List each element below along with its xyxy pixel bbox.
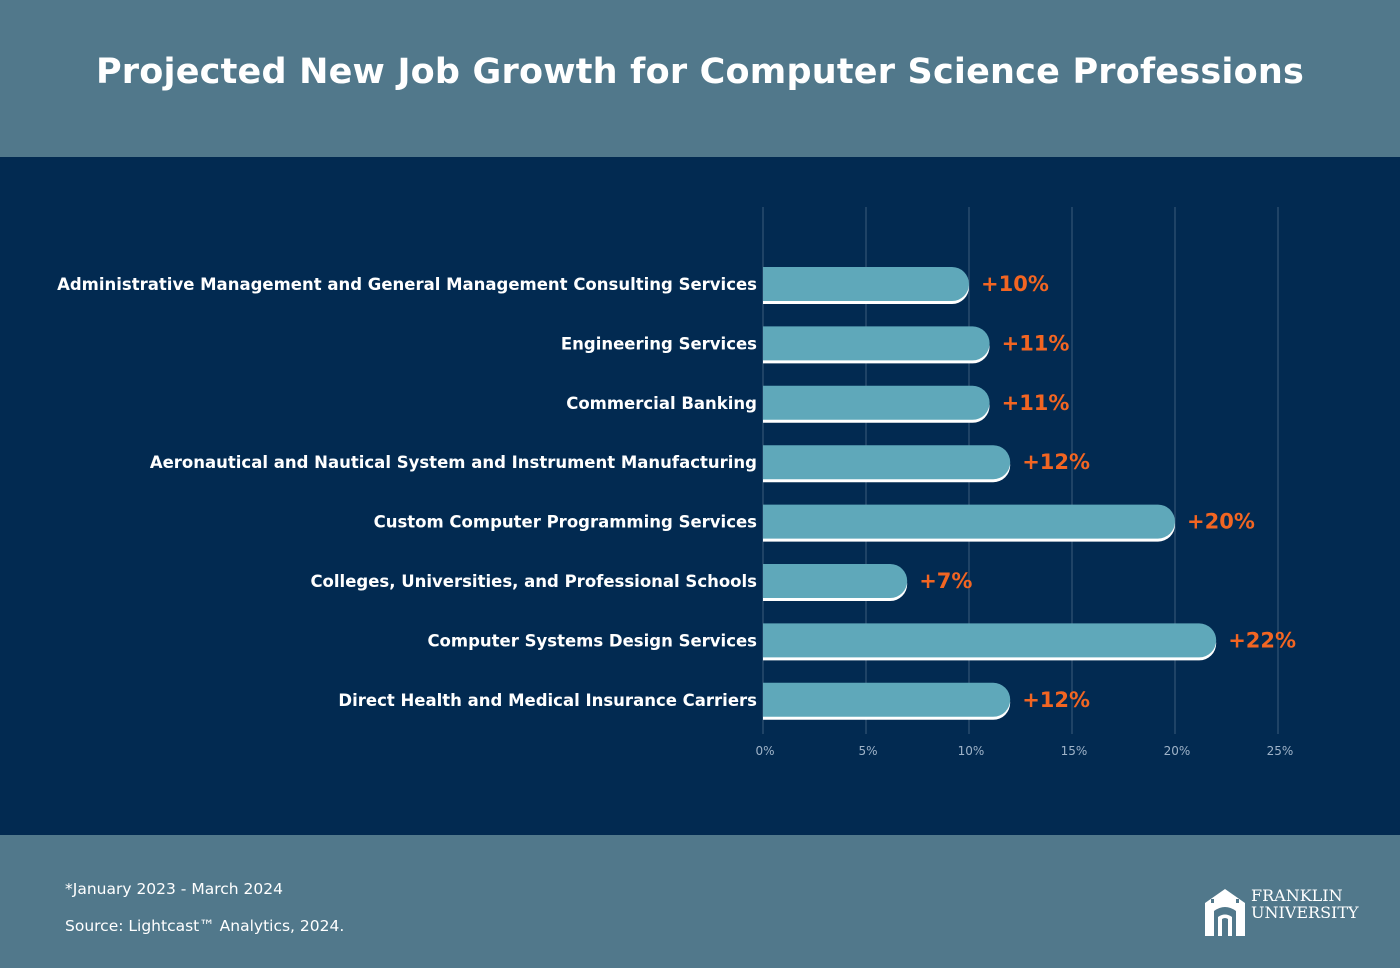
logo-line-2: UNIVERSITY (1251, 903, 1359, 922)
source-note: Source: Lightcast™ Analytics, 2024. (65, 917, 345, 935)
data-label: +12% (1022, 688, 1090, 712)
bar (763, 385, 990, 420)
x-tick-label: 20% (1164, 744, 1191, 758)
bar (763, 326, 990, 361)
bar (763, 623, 1217, 658)
category-label: Administrative Management and General Ma… (57, 275, 757, 294)
bar (763, 564, 908, 598)
category-label: Engineering Services (561, 334, 757, 353)
x-tick-label: 5% (858, 744, 877, 758)
data-label: +12% (1022, 450, 1090, 474)
data-label: +20% (1187, 510, 1255, 534)
data-label: +11% (1002, 391, 1070, 415)
category-label: Computer Systems Design Services (427, 631, 757, 650)
logo-line-1: FRANKLIN (1251, 886, 1343, 905)
category-label: Colleges, Universities, and Professional… (310, 572, 757, 591)
category-label: Aeronautical and Nautical System and Ins… (150, 453, 757, 472)
data-label: +11% (1002, 331, 1070, 355)
logo-wordmark: FRANKLIN UNIVERSITY (1251, 887, 1359, 921)
bar (763, 682, 1011, 717)
x-tick-label: 10% (958, 744, 985, 758)
bar (763, 445, 1011, 480)
x-tick-label: 25% (1267, 744, 1294, 758)
chart-panel: 0% 5% 10% 15% 20% 25% +10% Administrative Manag… (0, 157, 1400, 835)
bar (763, 267, 969, 301)
x-tick-label: 15% (1061, 744, 1088, 758)
data-label: +7% (919, 569, 972, 593)
category-label: Direct Health and Medical Insurance Carr… (338, 691, 757, 710)
header: Projected New Job Growth for Computer Sc… (0, 0, 1400, 157)
category-label: Custom Computer Programming Services (374, 513, 758, 532)
chart-title: Projected New Job Growth for Computer Sc… (95, 51, 1305, 92)
x-tick-label: 0% (755, 744, 774, 758)
data-label: +22% (1228, 628, 1296, 652)
bar-chart: 0% 5% 10% 15% 20% 25% +10% Administrative Manag… (57, 207, 1296, 758)
footer: *January 2023 - March 2024 Source: Light… (0, 835, 1400, 968)
bar (763, 504, 1175, 539)
franklin-arch-icon (1205, 889, 1245, 936)
category-label: Commercial Banking (566, 394, 757, 413)
data-label: +10% (981, 272, 1049, 296)
date-range-note: *January 2023 - March 2024 (65, 880, 283, 898)
franklin-university-logo: FRANKLIN UNIVERSITY (1203, 887, 1359, 939)
